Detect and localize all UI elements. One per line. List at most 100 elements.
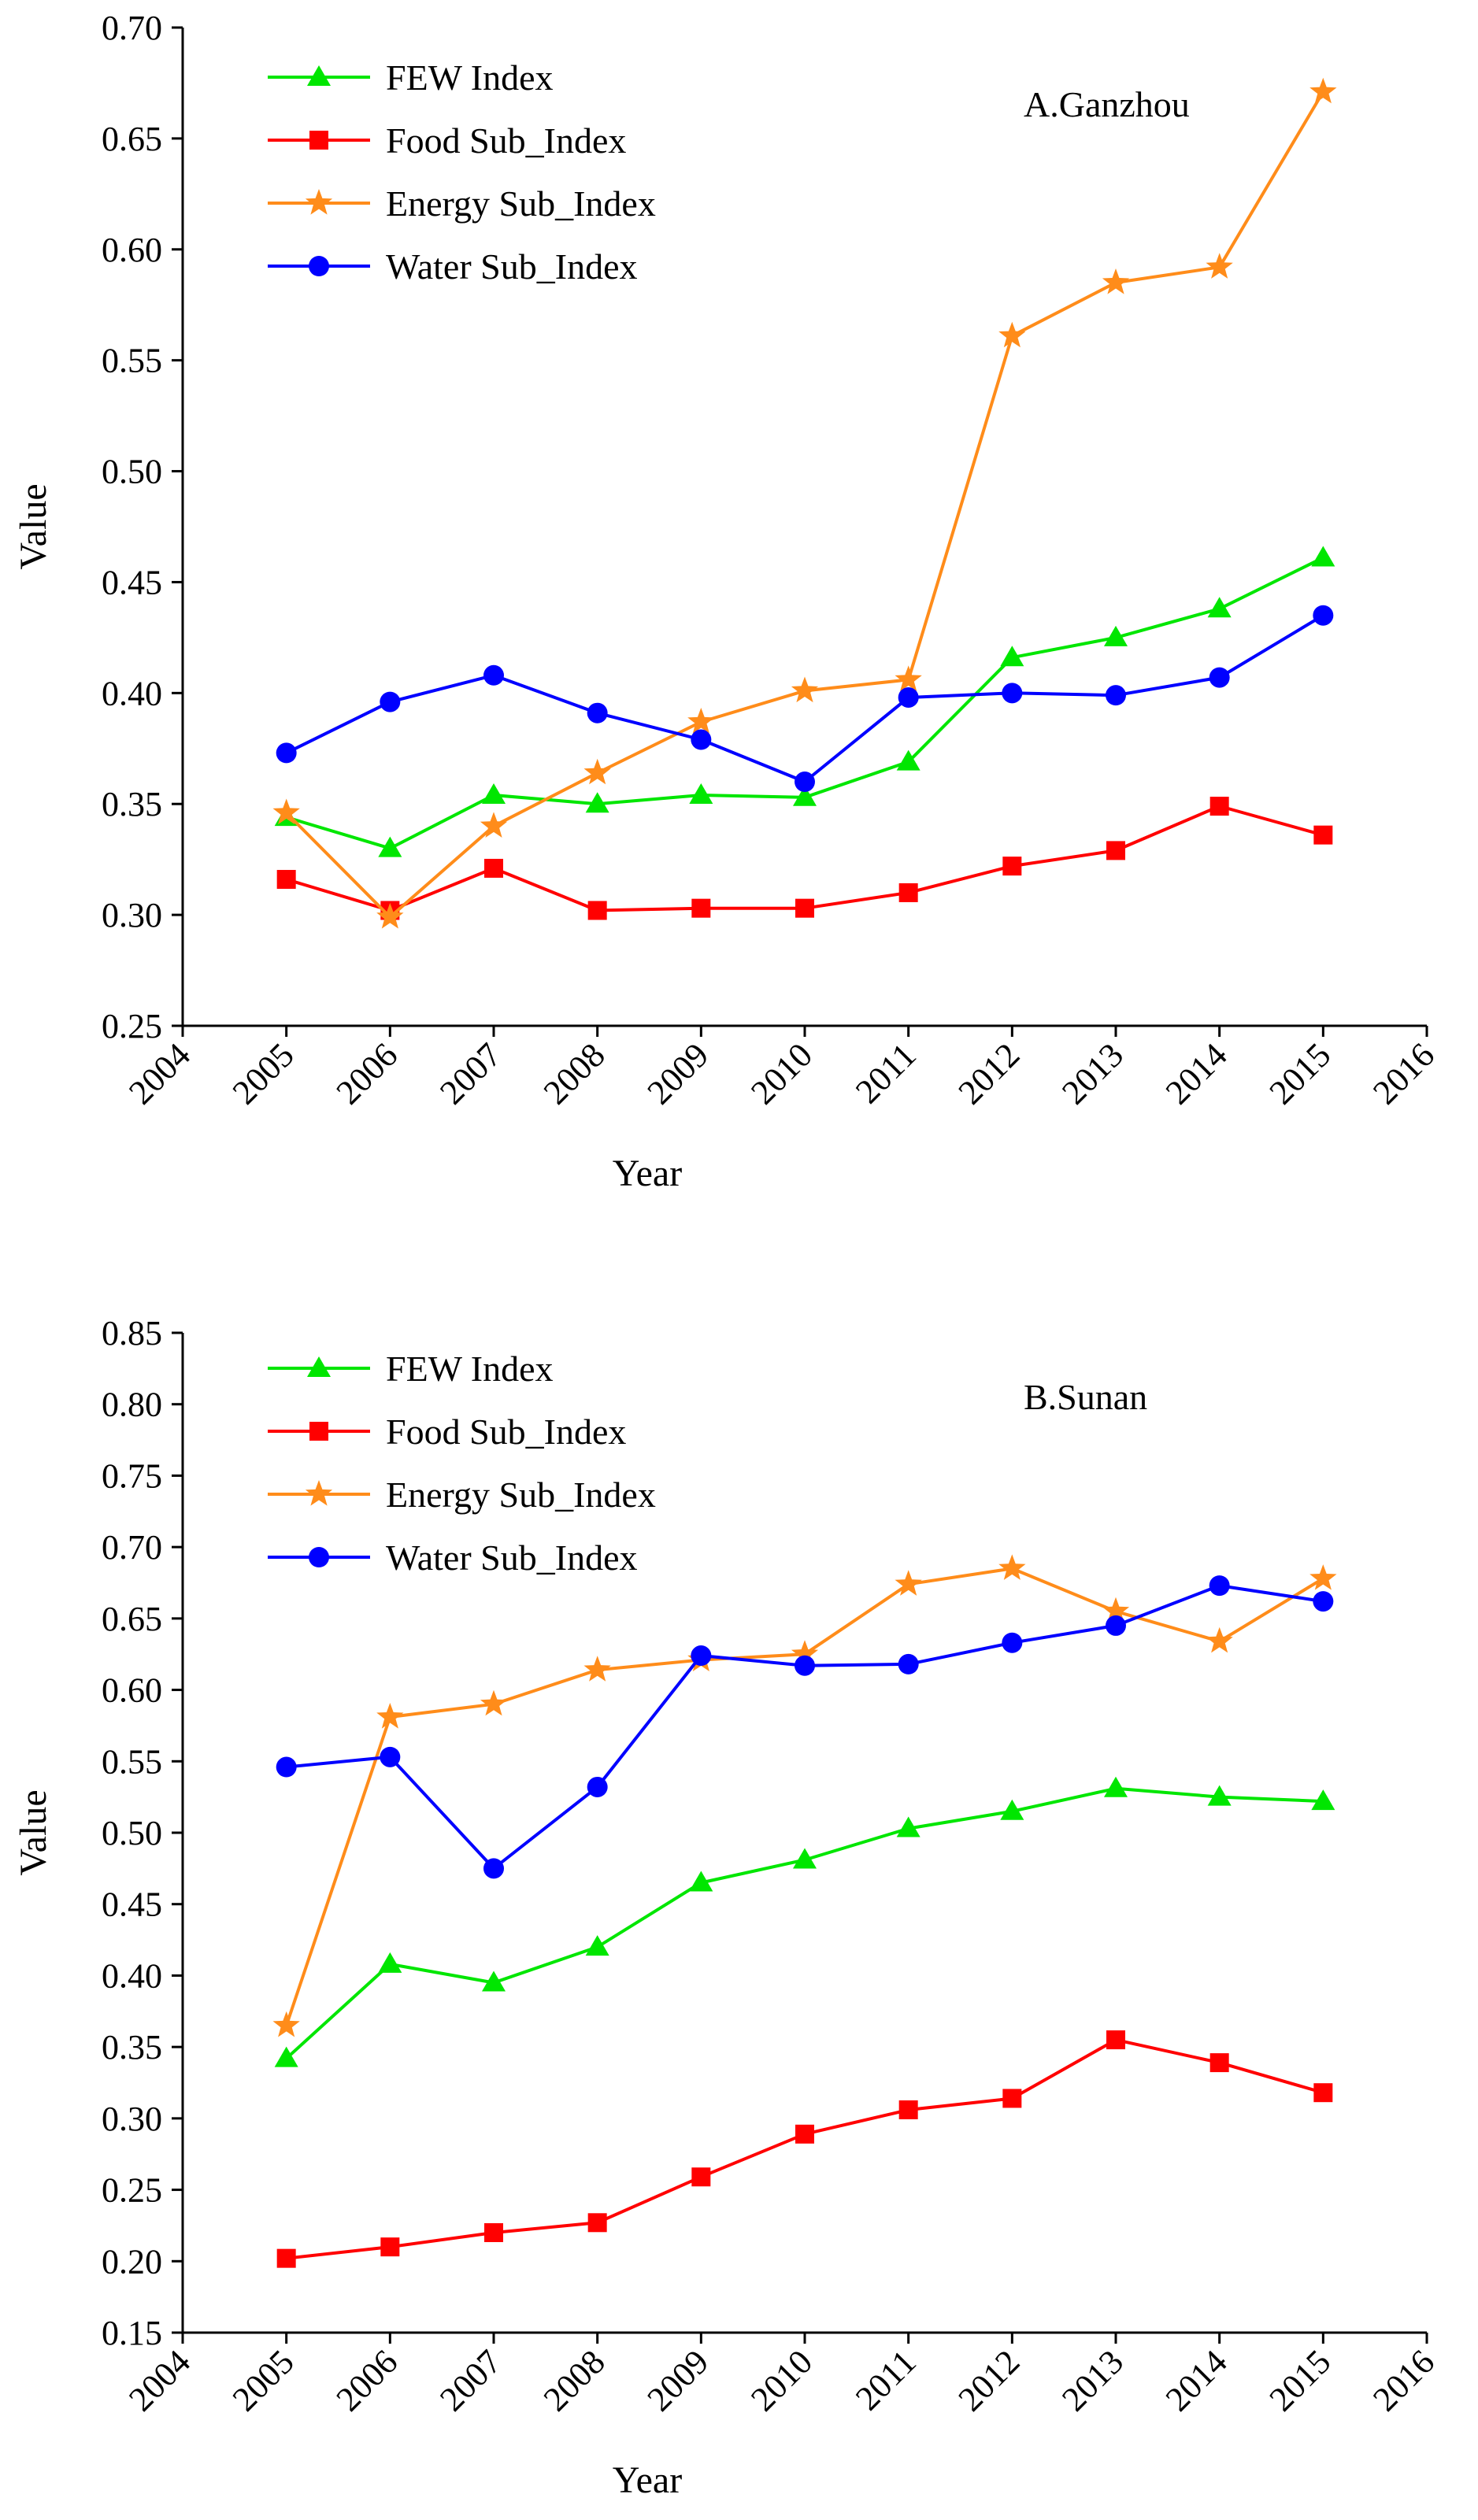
legend-marker-food-sub-index bbox=[309, 1422, 328, 1441]
x-tick-label: 2007 bbox=[432, 2342, 509, 2418]
data-point-few-index bbox=[896, 749, 921, 771]
x-tick-label: 2014 bbox=[1158, 2342, 1235, 2418]
data-point-water-sub-index bbox=[1209, 1575, 1230, 1597]
legend-marker-food-sub-index bbox=[309, 131, 328, 150]
data-point-food-sub-index bbox=[691, 2167, 711, 2187]
data-point-energy-sub-index bbox=[480, 1689, 508, 1716]
data-point-energy-sub-index bbox=[998, 321, 1026, 348]
data-point-food-sub-index bbox=[484, 858, 503, 878]
data-point-water-sub-index bbox=[691, 1645, 712, 1667]
y-tick-label: 0.25 bbox=[102, 1007, 162, 1045]
legend-label-energy-sub-index: Energy Sub_Index bbox=[386, 183, 656, 224]
y-tick-label: 0.25 bbox=[102, 2171, 162, 2210]
data-point-few-index bbox=[1311, 1789, 1335, 1811]
data-point-water-sub-index bbox=[1313, 605, 1334, 626]
data-point-energy-sub-index bbox=[895, 665, 922, 691]
series-line-few-index bbox=[285, 1786, 1324, 2060]
data-point-energy-sub-index bbox=[791, 676, 819, 703]
panel-title: B.Sunan bbox=[1024, 1377, 1147, 1417]
data-point-energy-sub-index bbox=[1102, 268, 1130, 294]
data-point-water-sub-index bbox=[691, 729, 712, 750]
data-point-few-index bbox=[378, 1952, 402, 1973]
y-tick-label: 0.70 bbox=[102, 1528, 162, 1567]
y-tick-label: 0.60 bbox=[102, 1671, 162, 1710]
data-point-few-index bbox=[585, 1935, 609, 1956]
data-point-energy-sub-index bbox=[895, 1570, 922, 1596]
panel-title: A.Ganzhou bbox=[1024, 84, 1190, 124]
x-tick-label: 2016 bbox=[1365, 1035, 1442, 1112]
x-tick-label: 2005 bbox=[225, 2342, 302, 2418]
data-point-food-sub-index bbox=[276, 2248, 296, 2268]
data-point-water-sub-index bbox=[587, 1776, 608, 1797]
data-point-few-index bbox=[1104, 625, 1128, 646]
x-tick-label: 2013 bbox=[1054, 1035, 1131, 1112]
data-point-energy-sub-index bbox=[272, 2011, 300, 2037]
data-point-water-sub-index bbox=[1313, 1591, 1334, 1612]
x-tick-label: 2011 bbox=[848, 2342, 924, 2418]
y-tick-label: 0.40 bbox=[102, 674, 162, 712]
x-tick-label: 2006 bbox=[329, 2342, 406, 2418]
y-tick-label: 0.35 bbox=[102, 785, 162, 823]
data-point-few-index bbox=[1207, 1785, 1232, 1806]
legend-marker-energy-sub-index bbox=[305, 1480, 333, 1506]
series-line-water-sub-index bbox=[286, 1584, 1324, 1871]
x-tick-label: 2008 bbox=[536, 1035, 613, 1112]
x-tick-label: 2009 bbox=[640, 1035, 717, 1112]
data-point-energy-sub-index bbox=[1309, 77, 1337, 104]
data-point-few-index bbox=[1311, 546, 1335, 567]
data-point-food-sub-index bbox=[276, 870, 296, 890]
y-tick-label: 0.40 bbox=[102, 1956, 162, 1995]
y-tick-label: 0.55 bbox=[102, 1742, 162, 1781]
data-point-food-sub-index bbox=[1313, 2083, 1333, 2103]
series-line-food-sub-index bbox=[286, 2038, 1324, 2260]
data-point-few-index bbox=[689, 783, 713, 804]
data-point-food-sub-index bbox=[484, 2223, 503, 2242]
legend-label-water-sub-index: Water Sub_Index bbox=[386, 1538, 637, 1578]
x-tick-label: 2011 bbox=[848, 1035, 924, 1111]
x-tick-label: 2016 bbox=[1365, 2342, 1442, 2418]
data-point-few-index bbox=[689, 1871, 713, 1892]
legend-marker-few-index bbox=[307, 65, 331, 86]
series-line-energy-sub-index bbox=[284, 1567, 1324, 2026]
data-point-energy-sub-index bbox=[583, 758, 611, 785]
legend-label-energy-sub-index: Energy Sub_Index bbox=[386, 1475, 656, 1515]
x-tick-label: 2005 bbox=[225, 1035, 302, 1112]
x-tick-label: 2004 bbox=[121, 1035, 198, 1112]
y-tick-label: 0.75 bbox=[102, 1456, 162, 1495]
y-tick-label: 0.70 bbox=[102, 9, 162, 47]
data-point-energy-sub-index bbox=[998, 1554, 1026, 1580]
x-tick-label: 2010 bbox=[743, 1035, 820, 1112]
data-point-water-sub-index bbox=[1106, 1615, 1126, 1636]
data-point-water-sub-index bbox=[898, 686, 919, 708]
data-point-food-sub-index bbox=[1313, 825, 1333, 845]
legend-marker-water-sub-index bbox=[309, 256, 329, 276]
y-tick-label: 0.30 bbox=[102, 896, 162, 934]
data-point-energy-sub-index bbox=[1309, 1564, 1337, 1590]
data-point-food-sub-index bbox=[380, 2237, 400, 2257]
data-point-water-sub-index bbox=[587, 702, 608, 723]
y-axis-label: Value bbox=[13, 1789, 54, 1875]
data-point-food-sub-index bbox=[898, 883, 918, 902]
data-point-water-sub-index bbox=[1106, 685, 1126, 706]
y-tick-label: 0.65 bbox=[102, 120, 162, 158]
data-point-water-sub-index bbox=[380, 1746, 401, 1767]
data-point-water-sub-index bbox=[1002, 683, 1023, 704]
series-line-water-sub-index bbox=[285, 613, 1324, 783]
data-point-energy-sub-index bbox=[376, 1703, 404, 1729]
y-tick-label: 0.35 bbox=[102, 2028, 162, 2067]
x-tick-label: 2009 bbox=[640, 2342, 717, 2418]
chart-panel-a: 0.25 0.30 0.35 0.40 0.45 0.50 0.55 0.60 0.65 0.70… bbox=[13, 9, 1442, 1194]
data-point-water-sub-index bbox=[1002, 1632, 1023, 1653]
data-point-few-index bbox=[896, 1816, 921, 1837]
y-tick-label: 0.45 bbox=[102, 563, 162, 601]
data-point-food-sub-index bbox=[795, 2124, 814, 2144]
y-tick-label: 0.50 bbox=[102, 1814, 162, 1852]
data-point-few-index bbox=[1207, 597, 1232, 618]
y-axis-label: Value bbox=[13, 483, 54, 569]
data-point-food-sub-index bbox=[587, 901, 607, 920]
legend-label-water-sub-index: Water Sub_Index bbox=[386, 246, 637, 287]
x-tick-label: 2014 bbox=[1158, 1035, 1235, 1112]
x-tick-label: 2010 bbox=[743, 2342, 820, 2418]
data-point-energy-sub-index bbox=[272, 798, 300, 825]
x-tick-label: 2015 bbox=[1262, 1035, 1339, 1112]
